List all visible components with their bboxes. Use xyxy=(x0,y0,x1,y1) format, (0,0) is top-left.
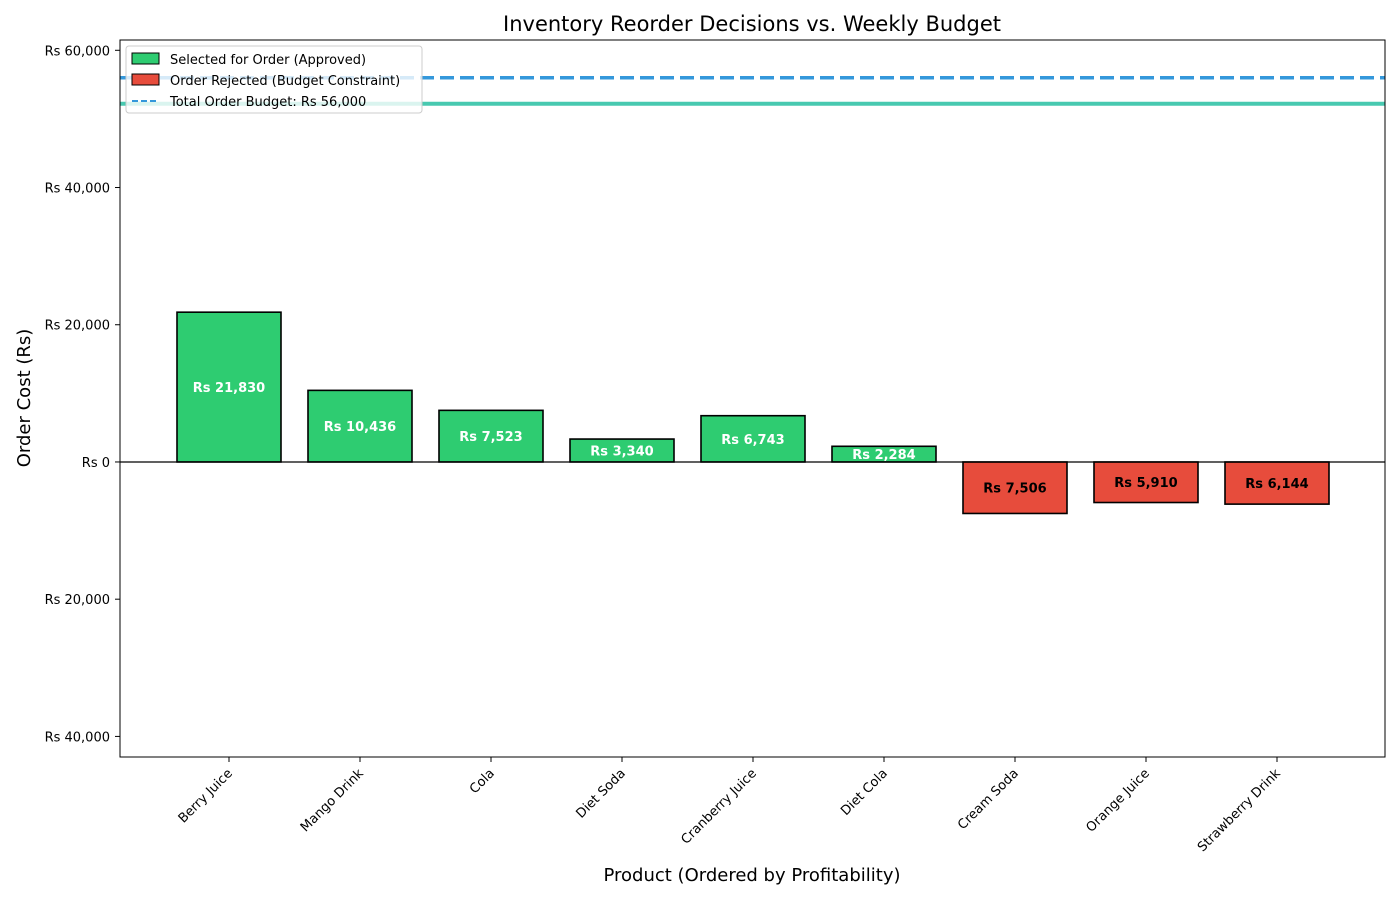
bar-orange-juice xyxy=(1093,461,1199,504)
x-tick-label: Strawberry Drink xyxy=(1195,766,1284,855)
bar-value-label: Rs 21,830 xyxy=(193,381,265,396)
x-tick-label: Cream Soda xyxy=(955,766,1022,833)
plot-frame xyxy=(119,39,1386,758)
legend-swatch xyxy=(131,73,160,86)
legend-label: Order Rejected (Budget Constraint) xyxy=(170,74,400,89)
x-tick-label: Diet Cola xyxy=(838,766,891,819)
y-tick-label: Rs 0 xyxy=(82,456,110,471)
bar-strawberry-drink xyxy=(1224,461,1330,505)
bar-value-label: Rs 7,506 xyxy=(983,482,1046,497)
x-tick-label: Diet Soda xyxy=(573,766,628,821)
bar-value-label: Rs 5,910 xyxy=(1114,476,1177,491)
bar-cola xyxy=(438,409,544,463)
bar-value-label: Rs 2,284 xyxy=(852,448,915,463)
y-tick-label: Rs 20,000 xyxy=(45,319,110,334)
y-tick-label: Rs 40,000 xyxy=(45,182,110,197)
bar-value-label: Rs 10,436 xyxy=(324,420,396,435)
y-axis-title: Order Cost (Rs) xyxy=(14,329,35,468)
bar-value-label: Rs 7,523 xyxy=(459,430,522,445)
x-axis-title: Product (Ordered by Profitability) xyxy=(603,865,900,886)
x-tick-label: Cola xyxy=(467,766,498,797)
x-tick-label: Cranberry Juice xyxy=(679,766,760,847)
legend-label: Total Order Budget: Rs 56,000 xyxy=(169,95,366,110)
y-tick-label: Rs 40,000 xyxy=(45,730,110,745)
x-tick-label: Mango Drink xyxy=(298,766,367,835)
bar-value-label: Rs 6,743 xyxy=(721,433,784,448)
chart-title: Inventory Reorder Decisions vs. Weekly B… xyxy=(503,12,1001,36)
y-tick-label: Rs 20,000 xyxy=(45,593,110,608)
bar-berry-juice xyxy=(176,311,282,463)
x-tick-label: Berry Juice xyxy=(176,766,236,826)
y-tick-label: Rs 60,000 xyxy=(45,44,110,59)
legend-box xyxy=(125,45,423,114)
legend-label: Selected for Order (Approved) xyxy=(170,53,366,68)
x-tick-label: Orange Juice xyxy=(1084,766,1153,835)
bar-value-label: Rs 3,340 xyxy=(590,445,653,460)
bar-cranberry-juice xyxy=(700,414,806,463)
bar-value-label: Rs 6,144 xyxy=(1245,477,1308,492)
legend-swatch xyxy=(131,52,160,65)
plot-area: Rs 40,000 Rs 20,000 Rs 0 Rs 20,000 Rs 40,000… xyxy=(45,39,1386,855)
legend: Selected for Order (Approved) Order Rejec… xyxy=(125,45,423,114)
bar-mango-drink xyxy=(307,389,413,463)
